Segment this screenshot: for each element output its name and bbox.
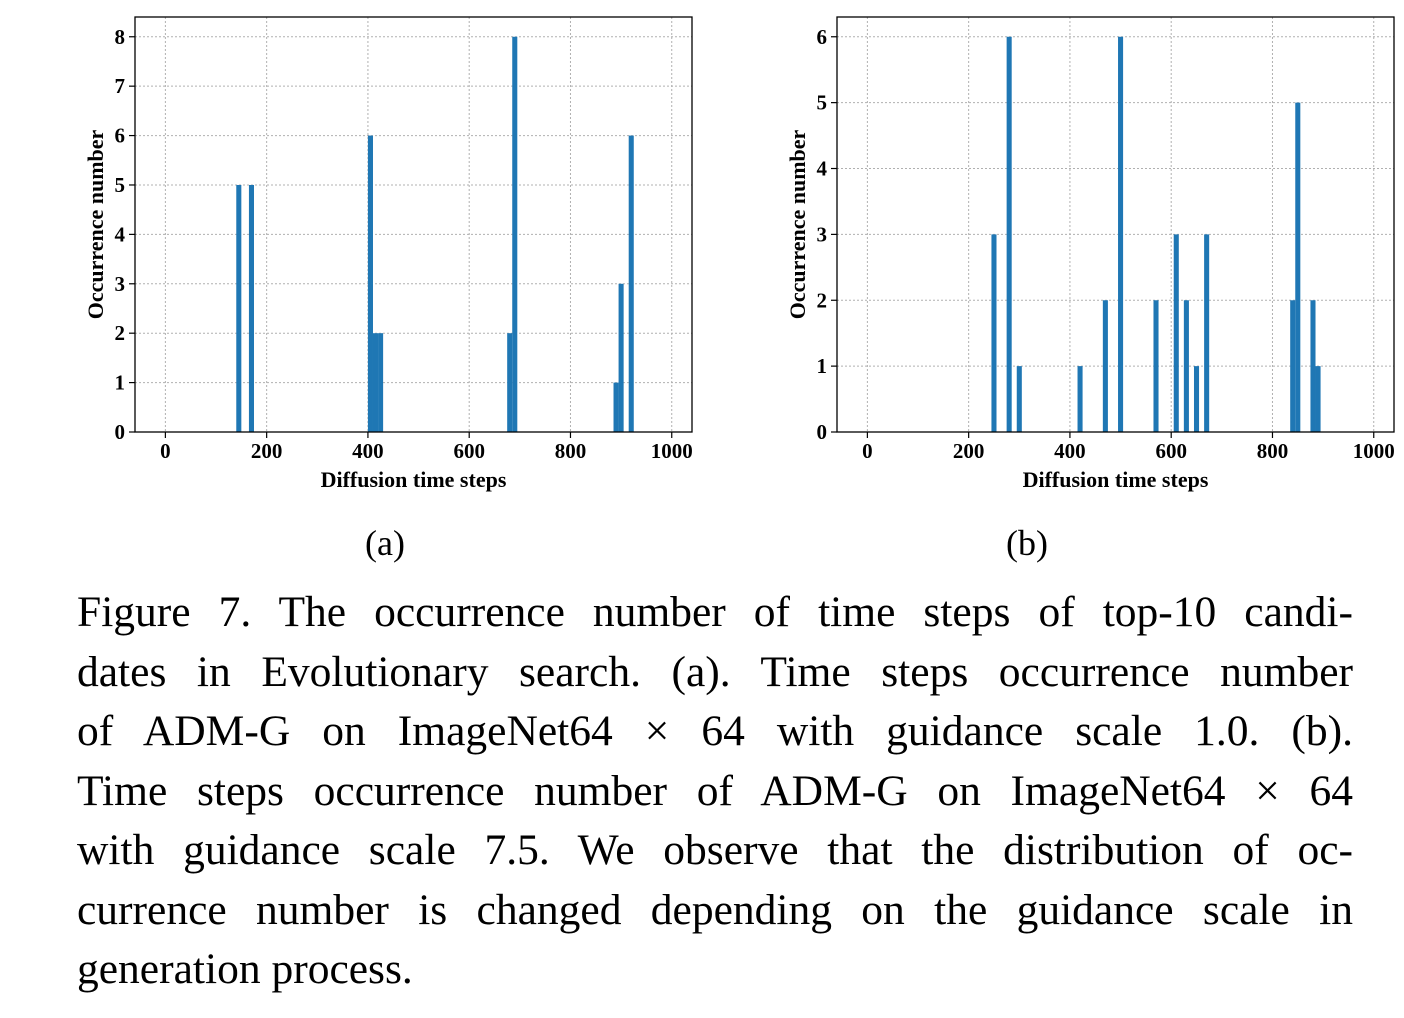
figure-caption: Figure 7. The occurrence number of time … — [77, 583, 1353, 1000]
chart-b: 0 200 400 600 800 1000 0 1 2 3 4 5 6 Diffusion time s… — [785, 16, 1395, 492]
bar — [628, 135, 634, 433]
bar — [1310, 300, 1316, 432]
y-axis-label: Occurrence number — [83, 129, 108, 319]
bar — [1295, 102, 1301, 432]
bar — [248, 184, 254, 432]
y-tick-label: 6 — [115, 124, 126, 148]
bar — [618, 283, 624, 432]
x-axis-label: Diffusion time steps — [321, 467, 507, 492]
panel-label-a: (a) — [365, 523, 405, 563]
caption-line: currence number is changed depending on … — [77, 885, 1353, 934]
caption-line: with guidance scale 7.5. We observe that… — [77, 826, 1353, 874]
caption-line: dates in Evolutionary search. (a). Time … — [77, 647, 1353, 696]
y-tick-label: 3 — [817, 222, 828, 246]
y-tick-label: 1 — [115, 371, 126, 395]
x-tick-label: 800 — [1257, 439, 1289, 463]
bar — [1204, 234, 1210, 432]
caption-line: of ADM-G on ImageNet64 × 64 with guidanc… — [77, 707, 1353, 755]
y-tick-label: 0 — [817, 420, 828, 444]
caption-line: generation process. — [77, 945, 413, 993]
caption-line: Time steps occurrence number of ADM-G on… — [77, 766, 1353, 815]
bar — [1315, 366, 1321, 432]
x-tick-label: 400 — [1054, 439, 1086, 463]
bar — [1290, 300, 1296, 432]
y-tick-label: 5 — [817, 91, 828, 115]
y-tick-label: 5 — [115, 173, 126, 197]
x-tick-label: 600 — [1155, 439, 1187, 463]
chart-a: 0 200 400 600 800 1000 0 1 2 3 4 5 6 7 8 Diffusion time… — [83, 16, 693, 492]
y-tick-label: 3 — [115, 272, 126, 296]
x-tick-label: 1000 — [1353, 439, 1395, 463]
bar — [613, 382, 619, 432]
bar — [1193, 366, 1200, 432]
x-tick-label: 200 — [953, 439, 985, 463]
bar — [1118, 36, 1124, 433]
bar — [1183, 300, 1189, 432]
x-tick-label: 200 — [251, 439, 283, 463]
bar — [1077, 366, 1083, 432]
y-tick-label: 4 — [115, 222, 126, 246]
x-tick-label: 0 — [160, 439, 171, 463]
x-tick-label: 800 — [555, 439, 587, 463]
y-tick-label: 4 — [817, 157, 828, 181]
y-tick-label: 1 — [817, 354, 828, 378]
bar — [1153, 300, 1159, 432]
y-tick-label: 6 — [817, 25, 828, 49]
bar — [236, 184, 242, 432]
caption-line: Figure 7. The occurrence number of time … — [77, 588, 1353, 636]
x-tick-label: 600 — [453, 439, 485, 463]
y-axis-label: Occurrence number — [785, 129, 810, 319]
panel-label-b: (b) — [1006, 523, 1048, 563]
x-tick-label: 1000 — [651, 439, 693, 463]
y-tick-label: 0 — [115, 420, 126, 444]
y-tick-label: 8 — [115, 25, 126, 49]
y-tick-label: 7 — [115, 74, 126, 98]
x-tick-label: 400 — [352, 439, 384, 463]
x-axis-label: Diffusion time steps — [1023, 467, 1209, 492]
y-tick-label: 2 — [115, 321, 126, 345]
plot-frame — [134, 16, 693, 433]
bar — [378, 333, 384, 432]
bar — [512, 36, 518, 433]
bar — [1173, 234, 1179, 432]
bar — [1102, 300, 1108, 432]
bar — [372, 333, 379, 432]
bar — [507, 333, 513, 432]
bar — [991, 234, 997, 432]
x-tick-label: 0 — [862, 439, 873, 463]
plot-frame — [836, 16, 1395, 433]
y-tick-label: 2 — [817, 288, 828, 312]
bar — [367, 135, 373, 433]
bar — [1016, 366, 1022, 432]
bar — [1006, 36, 1012, 433]
